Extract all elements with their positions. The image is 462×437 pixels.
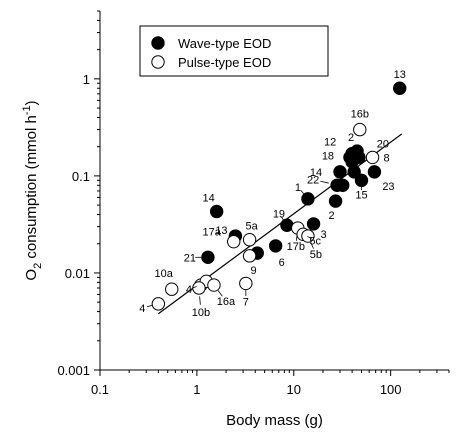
point-label: 3	[320, 229, 326, 241]
wave-eod-point	[393, 81, 407, 95]
point-label: 17b	[287, 241, 305, 253]
legend: Wave-type EOD Pulse-type EOD	[139, 25, 329, 77]
label-leader-line	[281, 216, 285, 222]
label-leader-line	[310, 242, 314, 249]
x-tick-label: 0.1	[91, 382, 109, 397]
x-tick-label: 100	[380, 382, 402, 397]
point-label: 13	[394, 69, 406, 81]
wave-eod-point	[367, 165, 382, 179]
point-label: 15	[355, 189, 367, 201]
y-label-subscript: 2	[32, 263, 44, 269]
point-label: 14	[310, 167, 322, 179]
y-label-superscript: -1	[21, 105, 33, 115]
y-axis-label: O2 consumption (mmol h-1)	[21, 100, 44, 280]
x-axis-label: Body mass (g)	[226, 412, 323, 429]
point-label: 18	[322, 150, 334, 162]
wave-eod-point	[333, 165, 347, 179]
point-label: 10a	[155, 268, 174, 280]
point-label: 20	[377, 138, 389, 150]
wave-eod-point	[306, 217, 321, 231]
wave-eod-point	[268, 239, 283, 253]
y-tick-label: 1	[83, 72, 90, 87]
point-label: 8	[383, 152, 389, 164]
point-label: 12	[324, 137, 336, 149]
label-leader-line	[217, 290, 223, 297]
point-label: 10b	[192, 307, 210, 319]
label-leader-line	[147, 304, 153, 308]
point-label: 2	[329, 210, 335, 222]
y-tick-label: 0.01	[65, 266, 90, 281]
y-label-part: consumption (mmol h	[23, 115, 40, 263]
point-label: 4	[186, 284, 192, 296]
pulse-eod-point	[353, 122, 367, 137]
pulse-eod-point	[207, 278, 221, 292]
pulse-eod-point	[151, 297, 166, 311]
point-label: 23	[382, 181, 394, 193]
point-label: 1	[295, 182, 301, 194]
pulse-eod-point	[301, 229, 315, 243]
pulse-eod-point	[242, 249, 257, 263]
wave-eod-point	[328, 194, 343, 208]
pulse-eod-point	[365, 150, 380, 165]
wave-eod-point	[354, 173, 369, 188]
legend-box	[139, 25, 329, 77]
wave-eod-point	[352, 150, 366, 165]
legend-label: Pulse-type EOD	[178, 55, 271, 70]
y-tick-label: 0.001	[57, 363, 90, 378]
label-leader-line	[300, 190, 305, 195]
point-label: 2	[348, 132, 354, 144]
wave-eod-point	[336, 178, 350, 192]
x-tick-label: 1	[193, 382, 200, 397]
point-label: 17a	[203, 227, 222, 239]
point-label: 5a	[245, 221, 258, 233]
point-label: 5b	[310, 249, 322, 261]
pulse-eod-point	[192, 281, 206, 295]
point-label: 22	[307, 174, 319, 186]
pulse-eod-point	[239, 276, 253, 291]
point-label: 16a	[217, 296, 236, 308]
point-label: 5c	[309, 235, 321, 247]
legend-wave-marker	[151, 36, 165, 50]
label-leader-line	[199, 296, 201, 305]
point-label: 16b	[351, 109, 369, 121]
data-points	[151, 81, 407, 311]
point-label: 6	[279, 257, 285, 269]
point-label: 9	[251, 265, 257, 277]
point-label: 21	[184, 252, 196, 264]
axis-ticks	[94, 10, 450, 376]
x-tick-label: 10	[287, 382, 301, 397]
y-tick-label: 0.1	[72, 169, 90, 184]
label-leader-line	[295, 234, 298, 241]
wave-eod-point	[201, 250, 215, 264]
wave-eod-point	[301, 192, 315, 206]
point-label: 19	[273, 208, 285, 220]
pulse-eod-point	[165, 282, 179, 296]
point-label: 13	[215, 225, 227, 237]
point-label: 4	[139, 303, 145, 315]
label-leader-line	[320, 180, 329, 184]
y-label-part: )	[23, 100, 40, 105]
pulse-eod-point	[242, 233, 257, 247]
point-label: 14	[203, 192, 215, 204]
label-leader-line	[192, 286, 197, 289]
legend-pulse-marker	[151, 55, 165, 69]
point-label: 7	[243, 296, 249, 308]
tick-labels: 0.1 1 10 100 0.001 0.01 0.1 1	[57, 72, 401, 397]
legend-label: Wave-type EOD	[178, 36, 271, 51]
pulse-eod-point	[227, 234, 241, 249]
label-leader-line	[307, 236, 312, 239]
wave-eod-point	[209, 204, 224, 219]
y-label-part: O	[23, 269, 40, 281]
wave-eod-point	[347, 165, 361, 179]
